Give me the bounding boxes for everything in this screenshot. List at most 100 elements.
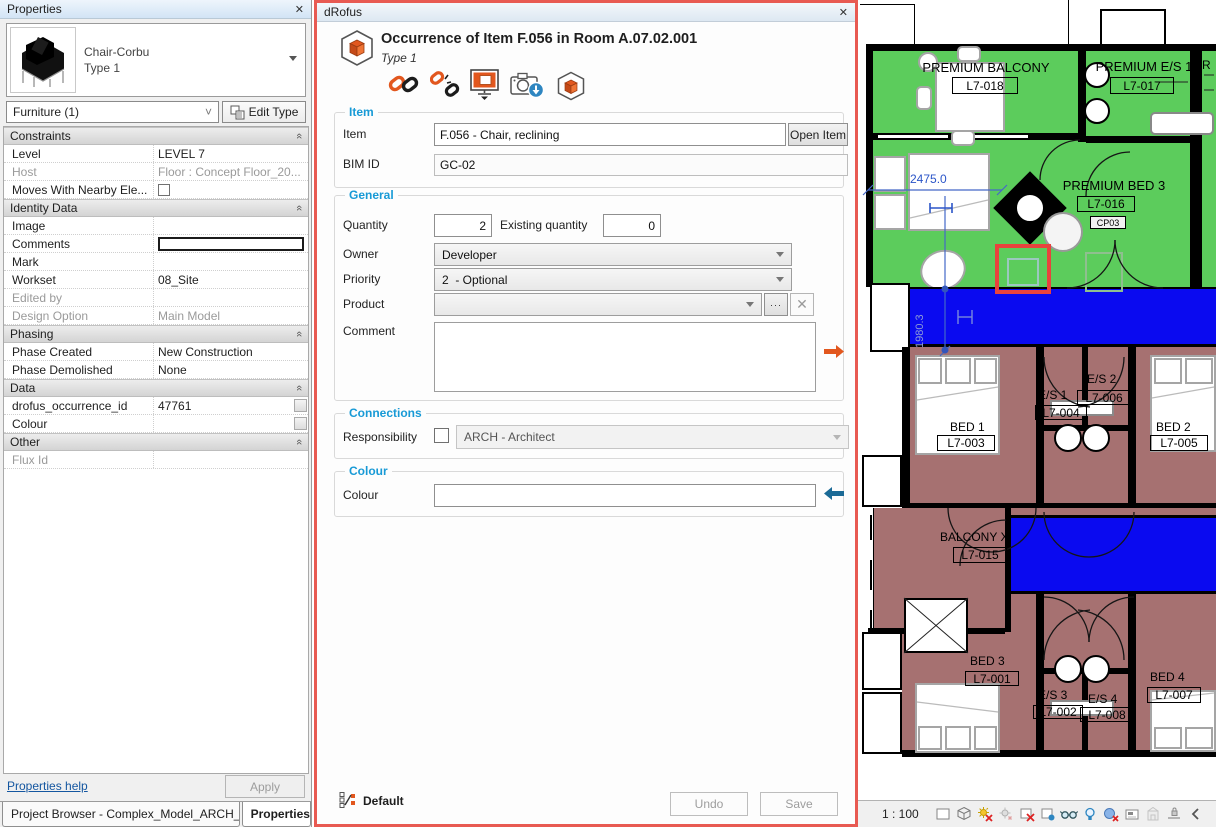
push-arrow-icon[interactable]: [823, 344, 845, 359]
reveal-constraints-icon[interactable]: [1165, 806, 1184, 823]
selected-element-highlight[interactable]: [995, 244, 1051, 294]
room-label[interactable]: BED 3: [970, 654, 1005, 668]
type-selector-caret-icon[interactable]: [289, 56, 297, 61]
responsibility-select[interactable]: ARCH - Architect: [456, 425, 849, 449]
tab-project-browser[interactable]: Project Browser - Complex_Model_ARCH_Wi.…: [2, 802, 240, 827]
reveal-hidden-elements-icon[interactable]: [1060, 806, 1079, 823]
show-crop-region-icon[interactable]: [1039, 806, 1058, 823]
close-icon[interactable]: ✕: [294, 3, 304, 16]
room-number[interactable]: L7-001: [965, 671, 1019, 686]
collapse-chevron-icon[interactable]: «: [292, 330, 305, 338]
room-label[interactable]: BED 2: [1156, 420, 1191, 434]
colour-input[interactable]: [434, 484, 816, 507]
room-number[interactable]: L7-017: [1110, 77, 1174, 94]
save-button[interactable]: Save: [760, 792, 838, 816]
priority-select[interactable]: 2 - Optional: [434, 268, 792, 291]
link-icon[interactable]: [388, 69, 420, 99]
collapse-chevron-icon[interactable]: «: [292, 438, 305, 446]
room-number[interactable]: L7-015: [953, 547, 1007, 563]
section-phasing[interactable]: Phasing «: [4, 325, 308, 343]
pull-arrow-icon[interactable]: [823, 486, 845, 501]
prop-mini-button[interactable]: [294, 399, 307, 412]
room-number[interactable]: L7-018: [952, 77, 1018, 94]
corridor-zone[interactable]: [1010, 515, 1216, 594]
scale-control[interactable]: 1 : 100: [882, 807, 919, 821]
comment-textarea[interactable]: [434, 322, 816, 392]
temporary-view-properties-icon[interactable]: [1123, 806, 1142, 823]
room-number[interactable]: L7-003: [937, 435, 995, 451]
capture-image-icon[interactable]: [510, 71, 546, 101]
prop-row-level[interactable]: Level LEVEL 7: [4, 145, 308, 163]
product-box-icon[interactable]: [556, 71, 586, 101]
prop-row-comments[interactable]: Comments: [4, 235, 308, 253]
section-other[interactable]: Other «: [4, 433, 308, 451]
prop-value[interactable]: LEVEL 7: [158, 146, 205, 161]
worksharing-display-icon[interactable]: [1102, 806, 1121, 823]
hide-crop-region-icon[interactable]: [1018, 806, 1037, 823]
bim-id-input[interactable]: [434, 154, 848, 176]
collapse-chevron-icon[interactable]: «: [292, 132, 305, 140]
close-icon[interactable]: ✕: [838, 6, 848, 19]
room-number[interactable]: L7-006: [1077, 390, 1131, 405]
section-constraints[interactable]: Constraints «: [4, 127, 308, 145]
properties-title-bar[interactable]: Properties ✕: [0, 0, 311, 19]
drofus-title-bar[interactable]: dRofus ✕: [317, 3, 855, 22]
analytical-model-icon[interactable]: [1144, 806, 1163, 823]
room-label[interactable]: BED 1: [950, 420, 985, 434]
existing-quantity-input[interactable]: [603, 214, 661, 237]
tab-properties[interactable]: Properties: [241, 802, 311, 827]
section-data[interactable]: Data «: [4, 379, 308, 397]
prop-row-drofus-occurrence-id[interactable]: drofus_occurrence_id 47761: [4, 397, 308, 415]
apply-button[interactable]: Apply: [225, 775, 305, 798]
floor-plan-canvas[interactable]: 2475.0 1980.3: [858, 0, 1216, 827]
edit-type-button[interactable]: Edit Type: [222, 101, 306, 123]
visual-style-icon[interactable]: [955, 806, 974, 823]
section-identity-data[interactable]: Identity Data «: [4, 199, 308, 217]
type-selector[interactable]: Chair-Corbu Type 1: [6, 23, 306, 97]
show-in-model-icon[interactable]: [468, 67, 502, 101]
room-number[interactable]: L7-005: [1150, 435, 1208, 451]
undo-button[interactable]: Undo: [670, 792, 748, 816]
prop-row-image[interactable]: Image: [4, 217, 308, 235]
prop-row-phase-demolished[interactable]: Phase Demolished None: [4, 361, 308, 379]
prop-row-colour[interactable]: Colour: [4, 415, 308, 433]
collapse-chevron-icon[interactable]: «: [292, 384, 305, 392]
owner-select[interactable]: Developer: [434, 243, 792, 266]
comments-input[interactable]: [158, 236, 304, 251]
prop-row-workset[interactable]: Workset 08_Site: [4, 271, 308, 289]
collapse-chevron-icon[interactable]: «: [292, 204, 305, 212]
dimension-text-vertical[interactable]: 1980.3: [914, 314, 926, 348]
prop-row-phase-created[interactable]: Phase Created New Construction: [4, 343, 308, 361]
crop-region-icon[interactable]: [934, 806, 953, 823]
properties-help-link[interactable]: Properties help: [7, 779, 88, 793]
shadows-off-icon[interactable]: [976, 806, 995, 823]
prop-value[interactable]: [154, 415, 308, 432]
corridor-zone[interactable]: [908, 287, 1216, 347]
collapse-icon[interactable]: [1186, 806, 1205, 823]
room-label[interactable]: E/S 4: [1088, 692, 1118, 706]
prop-value[interactable]: [154, 253, 308, 270]
room-tag[interactable]: CP03: [1090, 216, 1126, 229]
room-number[interactable]: L7-007: [1147, 687, 1201, 703]
room-label[interactable]: BED 4: [1150, 670, 1185, 684]
selected-chair[interactable]: [1007, 258, 1039, 286]
room-label[interactable]: E/S 2: [1087, 372, 1117, 386]
product-clear-button[interactable]: ✕: [790, 293, 814, 316]
prop-row-mark[interactable]: Mark: [4, 253, 308, 271]
category-filter-select[interactable]: Furniture (1) ˅: [6, 101, 219, 123]
quantity-input[interactable]: [434, 214, 492, 237]
room-label[interactable]: E/S 1: [1038, 388, 1068, 402]
room-label[interactable]: PREMIUM E/S 1: [1095, 59, 1193, 74]
prop-value[interactable]: 08_Site: [158, 272, 199, 287]
prop-value[interactable]: [154, 217, 308, 234]
product-select[interactable]: [434, 293, 762, 316]
item-input[interactable]: [434, 123, 786, 146]
room-label[interactable]: E/S 3: [1038, 688, 1068, 702]
dimension-text[interactable]: 2475.0: [910, 172, 947, 186]
sun-path-icon[interactable]: [997, 806, 1016, 823]
room-number[interactable]: L7-004: [1035, 405, 1087, 420]
moves-with-nearby-checkbox[interactable]: [158, 183, 170, 196]
prop-row-moves-with-nearby[interactable]: Moves With Nearby Ele...: [4, 181, 308, 199]
responsibility-checkbox[interactable]: [434, 428, 449, 443]
prop-row-host[interactable]: Host Floor : Concept Floor_20...: [4, 163, 308, 181]
